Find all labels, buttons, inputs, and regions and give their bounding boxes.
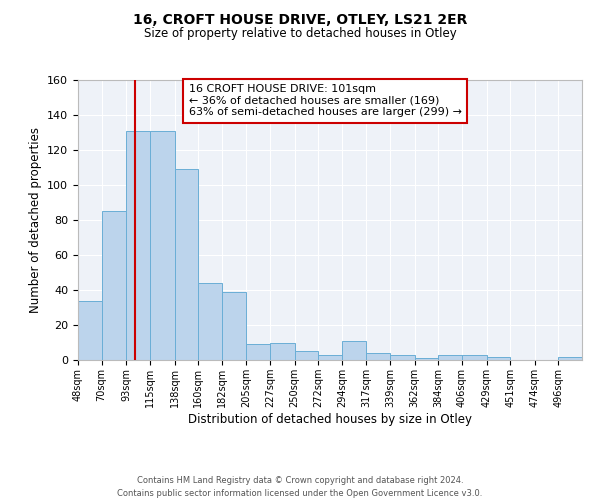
Bar: [175, 169, 198, 360]
Bar: [101, 211, 126, 360]
Bar: [415, 358, 439, 360]
Text: 16 CROFT HOUSE DRIVE: 101sqm
← 36% of detached houses are smaller (169)
63% of s: 16 CROFT HOUSE DRIVE: 101sqm ← 36% of de…: [189, 84, 462, 117]
Text: 16, CROFT HOUSE DRIVE, OTLEY, LS21 2ER: 16, CROFT HOUSE DRIVE, OTLEY, LS21 2ER: [133, 12, 467, 26]
Bar: [342, 341, 367, 360]
Y-axis label: Number of detached properties: Number of detached properties: [29, 127, 41, 313]
Bar: [462, 355, 487, 360]
Bar: [439, 355, 462, 360]
Bar: [318, 355, 342, 360]
Bar: [126, 130, 150, 360]
Bar: [295, 351, 318, 360]
X-axis label: Distribution of detached houses by size in Otley: Distribution of detached houses by size …: [188, 412, 472, 426]
Bar: [487, 356, 510, 360]
Bar: [270, 342, 295, 360]
Bar: [367, 353, 390, 360]
Bar: [559, 356, 582, 360]
Bar: [198, 283, 221, 360]
Text: Contains HM Land Registry data © Crown copyright and database right 2024.
Contai: Contains HM Land Registry data © Crown c…: [118, 476, 482, 498]
Bar: [390, 355, 415, 360]
Bar: [221, 292, 247, 360]
Bar: [78, 300, 101, 360]
Text: Size of property relative to detached houses in Otley: Size of property relative to detached ho…: [143, 28, 457, 40]
Bar: [150, 130, 175, 360]
Bar: [247, 344, 270, 360]
